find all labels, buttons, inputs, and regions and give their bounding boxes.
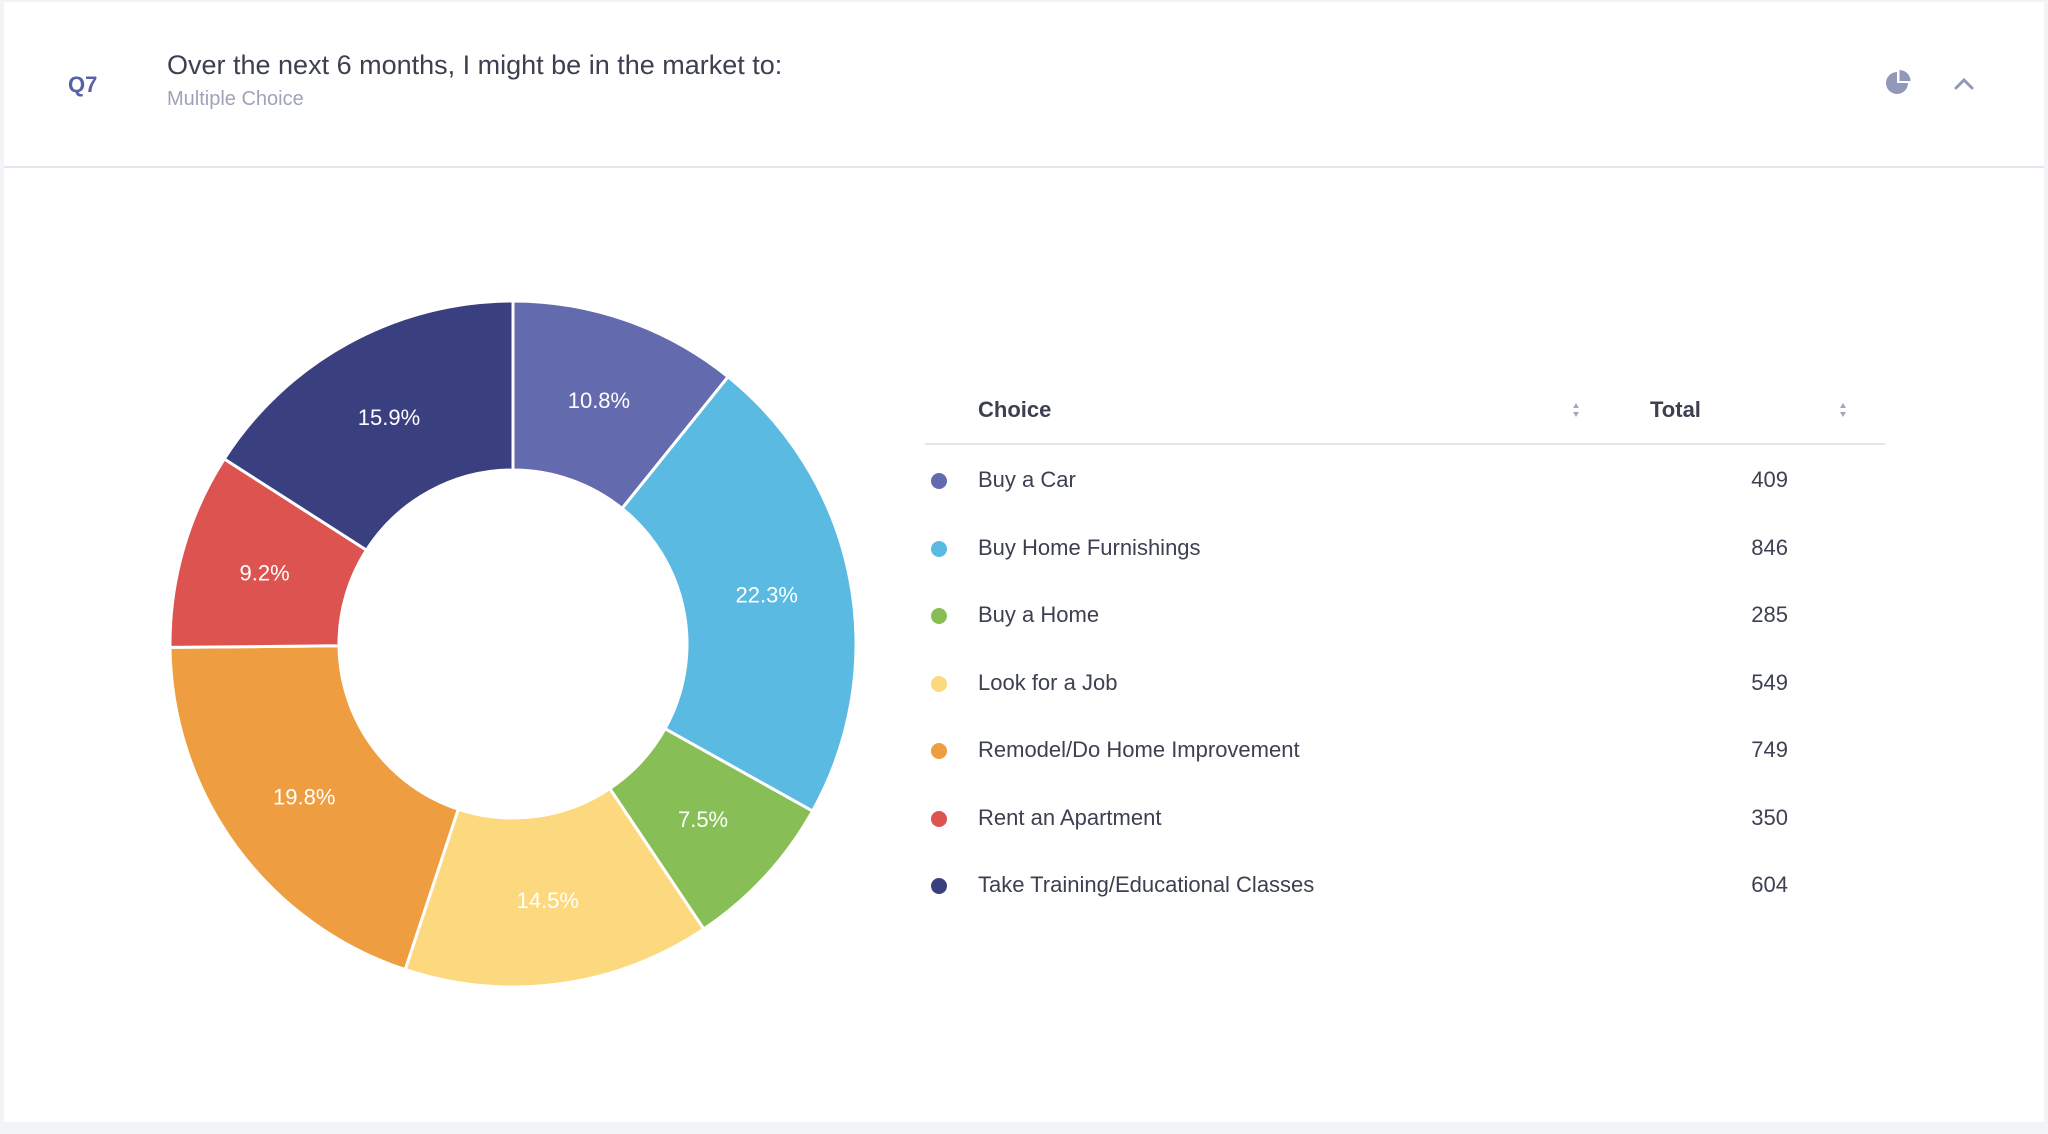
donut-slice[interactable] <box>619 374 858 814</box>
column-header-choice[interactable]: Choice <box>978 397 1052 422</box>
question-header: Q7 Over the next 6 months, I might be in… <box>4 2 2044 168</box>
slice-label: 9.2% <box>239 561 289 586</box>
legend-dot <box>931 540 947 557</box>
header-divider <box>925 443 1885 445</box>
donut-chart: 10.8% 22.3% 7.5% 14.5% 19.8% 9.2% 15.9% <box>168 299 858 989</box>
choice-label: Take Training/Educational Classes <box>978 872 1315 897</box>
donut-slice[interactable] <box>403 786 706 989</box>
donut-slice[interactable] <box>511 299 731 511</box>
choice-total: 285 <box>1751 602 1788 627</box>
legend-dot <box>931 473 947 489</box>
question-card: Q7 Over the next 6 months, I might be in… <box>4 2 2044 1122</box>
sort-total-icon[interactable] <box>1838 400 1848 420</box>
table-row: Look for a Job 549 <box>925 653 1885 713</box>
slice-label: 22.3% <box>736 583 798 608</box>
donut-slice[interactable] <box>168 644 461 972</box>
donut-slice[interactable] <box>222 299 515 553</box>
slice-label: 15.9% <box>358 405 420 430</box>
choice-label: Buy Home Furnishings <box>978 534 1201 560</box>
question-title: Over the next 6 months, I might be in th… <box>167 50 783 80</box>
choice-label: Remodel/Do Home Improvement <box>978 737 1300 762</box>
choice-total: 846 <box>1751 534 1788 560</box>
chevron-up-icon[interactable] <box>1952 74 1976 99</box>
table-row: Buy a Home 285 <box>925 585 1885 645</box>
table-row: Remodel/Do Home Improvement 749 <box>925 720 1885 780</box>
legend-dot <box>931 608 947 624</box>
choice-label: Look for a Job <box>978 669 1118 695</box>
table-row: Buy a Car 409 <box>925 450 1885 510</box>
slice-label: 19.8% <box>273 784 335 809</box>
table-row: Take Training/Educational Classes 604 <box>925 855 1885 915</box>
sort-choice-icon[interactable] <box>1571 400 1581 420</box>
legend-dot <box>931 743 947 759</box>
question-type: Multiple Choice <box>167 88 304 110</box>
choice-total: 749 <box>1751 737 1788 762</box>
choice-total: 409 <box>1751 467 1788 492</box>
choice-label: Rent an Apartment <box>978 804 1162 830</box>
choice-total: 350 <box>1751 804 1788 830</box>
slice-label: 14.5% <box>517 888 579 913</box>
slice-label: 10.8% <box>568 388 630 413</box>
question-number: Q7 <box>68 72 98 97</box>
choice-total: 604 <box>1751 872 1788 897</box>
choice-label: Buy a Home <box>978 602 1100 627</box>
pie-chart-icon[interactable] <box>1884 68 1914 103</box>
table-row: Buy Home Furnishings 846 <box>925 518 1885 578</box>
legend-dot <box>931 675 947 692</box>
slice-label: 7.5% <box>678 807 728 832</box>
table-row: Rent an Apartment 350 <box>925 788 1885 848</box>
column-header-total[interactable]: Total <box>1650 397 1701 422</box>
legend-dot <box>931 810 947 827</box>
choice-label: Buy a Car <box>978 467 1076 492</box>
choice-total: 549 <box>1751 669 1788 695</box>
legend-dot <box>931 878 947 894</box>
